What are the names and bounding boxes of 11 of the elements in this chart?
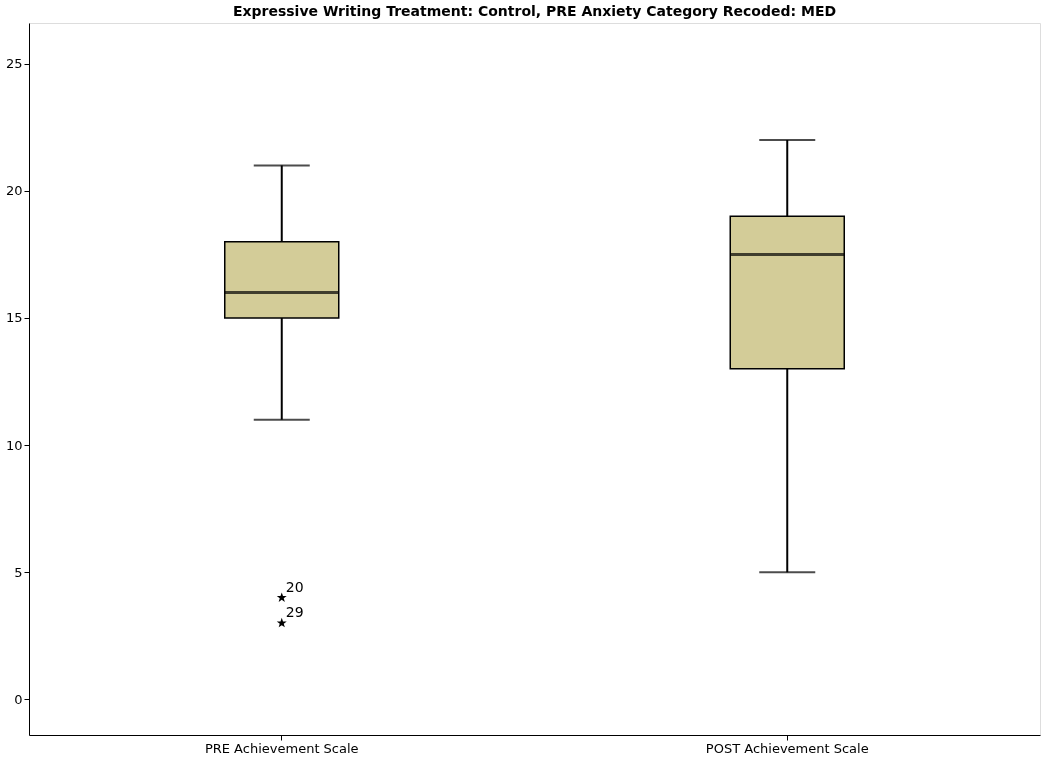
x-tick-label: POST Achievement Scale xyxy=(705,740,869,756)
y-tick-label: 5 xyxy=(14,564,23,580)
chart-title: Expressive Writing Treatment: Control, PRE Anxiety Category Recoded: MED xyxy=(232,3,837,19)
y-tick-label: 20 xyxy=(5,183,23,199)
y-tick-label: 10 xyxy=(5,437,23,453)
x-tick-label: PRE Achievement Scale xyxy=(204,740,359,756)
y-tick-label: 25 xyxy=(5,56,23,72)
y-tick-label: 15 xyxy=(5,310,23,326)
annotation: 20 xyxy=(285,578,304,595)
y-tick-label: 0 xyxy=(14,691,23,707)
annotation: 29 xyxy=(285,604,304,621)
